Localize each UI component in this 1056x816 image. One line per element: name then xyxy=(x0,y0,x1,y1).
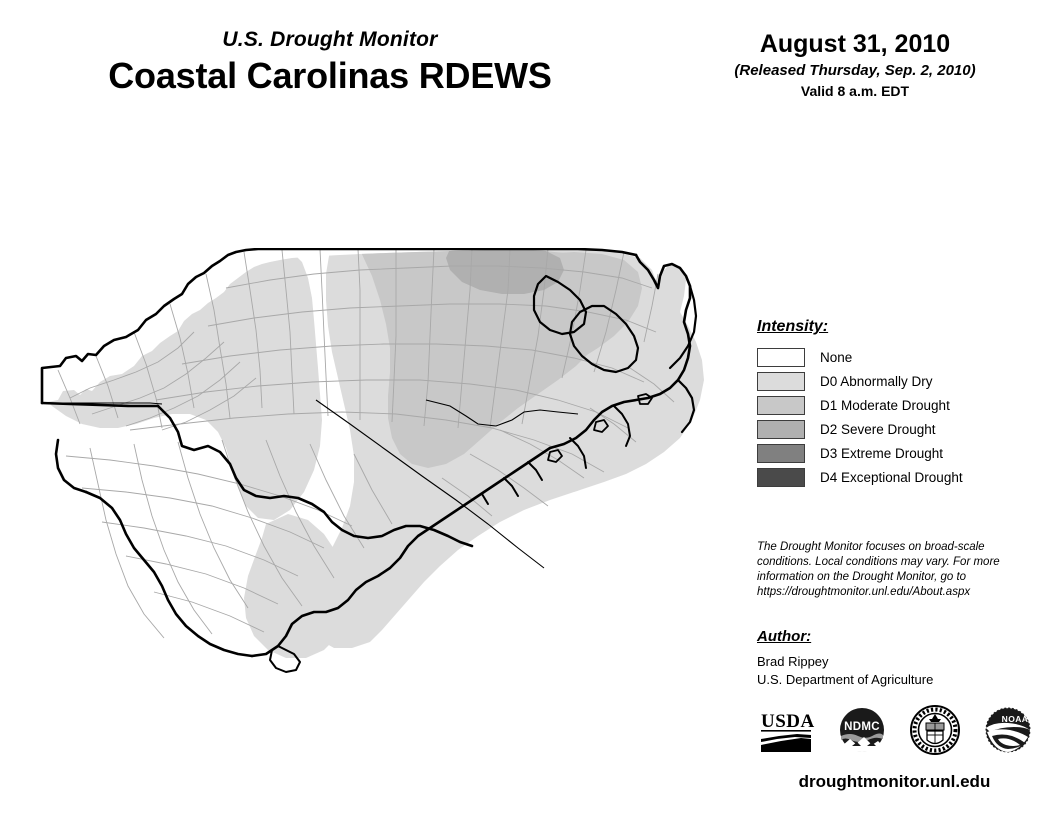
map-nc-sc-state-line xyxy=(42,399,579,569)
noaa-logo: NOAA xyxy=(984,706,1032,759)
carolinas-drought-map xyxy=(30,248,740,718)
author-heading: Author: xyxy=(757,628,812,645)
page-title: Coastal Carolinas RDEWS xyxy=(108,55,552,96)
disclaimer-text: The Drought Monitor focuses on broad-sca… xyxy=(757,541,1000,598)
svg-text:NDMC: NDMC xyxy=(844,721,880,733)
map-state-borders xyxy=(40,248,698,673)
legend-title: Intensity: xyxy=(757,318,829,335)
header-right: August 31, 2010 (Released Thursday, Sep.… xyxy=(690,30,1020,99)
legend-item-d3: D3 Extreme Drought xyxy=(757,441,1037,465)
map-date: August 31, 2010 xyxy=(759,30,951,58)
legend-swatch-d2 xyxy=(757,419,805,439)
legend-swatch-none xyxy=(757,347,805,367)
intensity-legend: Intensity: None D0 Abnormally Dry D1 Mod… xyxy=(757,318,1037,489)
legend-label-d3: D3 Extreme Drought xyxy=(820,445,944,461)
legend-item-d4: D4 Exceptional Drought xyxy=(757,465,1037,489)
legend-label-none: None xyxy=(820,349,853,365)
drought-area-d0-western-nc xyxy=(42,250,322,520)
header-left: U.S. Drought Monitor Coastal Carolinas R… xyxy=(0,28,660,97)
site-url[interactable]: droughtmonitor.unl.edu xyxy=(798,772,991,791)
drought-area-d0-ne-sc xyxy=(244,514,348,658)
page-supertitle: U.S. Drought Monitor xyxy=(222,28,438,51)
legend-item-d0: D0 Abnormally Dry xyxy=(757,369,1037,393)
partner-logos: USDA NDMC xyxy=(757,704,1032,760)
legend-item-d1: D1 Moderate Drought xyxy=(757,393,1037,417)
legend-swatch-d1 xyxy=(757,395,805,415)
legend-label-d1: D1 Moderate Drought xyxy=(820,397,950,413)
map-valid-time: Valid 8 a.m. EDT xyxy=(800,83,910,99)
legend-swatch-d3 xyxy=(757,443,805,463)
map-drought-shading xyxy=(42,250,704,658)
map-county-borders xyxy=(57,248,675,639)
svg-text:NOAA: NOAA xyxy=(1002,714,1029,724)
ndmc-logo: NDMC xyxy=(838,706,886,759)
legend-item-none: None xyxy=(757,345,1037,369)
legend-label-d0: D0 Abnormally Dry xyxy=(820,373,933,389)
unl-seal-logo xyxy=(909,704,961,761)
svg-text:USDA: USDA xyxy=(761,711,815,732)
author-name: Brad Rippey xyxy=(757,654,829,669)
author-affiliation: U.S. Department of Agriculture xyxy=(757,672,934,687)
legend-label-d2: D2 Severe Drought xyxy=(820,421,936,437)
legend-label-d4: D4 Exceptional Drought xyxy=(820,469,963,485)
drought-area-d2-virginia-border xyxy=(446,250,564,294)
legend-item-d2: D2 Severe Drought xyxy=(757,417,1037,441)
map-release-date: (Released Thursday, Sep. 2, 2010) xyxy=(734,62,976,79)
usda-logo: USDA xyxy=(757,704,815,760)
legend-swatch-d4 xyxy=(757,467,805,487)
author-block: Author: Brad Rippey U.S. Department of A… xyxy=(757,628,1027,689)
legend-swatch-d0 xyxy=(757,371,805,391)
